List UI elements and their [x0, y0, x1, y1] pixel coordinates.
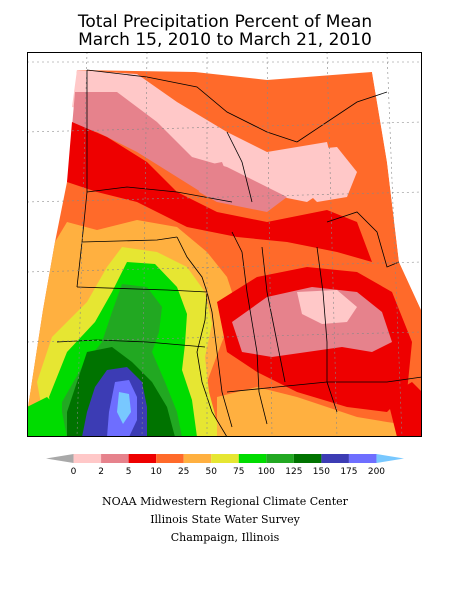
legend-swatch	[266, 454, 294, 463]
legend-swatch	[293, 454, 322, 463]
legend-tick-label: 75	[233, 467, 244, 477]
legend-swatch	[73, 454, 102, 463]
legend-swatch	[101, 454, 129, 463]
map-frame	[27, 52, 422, 437]
precip-region-north-pink	[72, 70, 337, 202]
boundary-lines	[56, 69, 422, 437]
legend-swatch	[46, 454, 74, 463]
legend-swatch	[348, 454, 377, 463]
precip-region-north-red	[67, 122, 372, 262]
legend-tick-label: 0	[71, 467, 77, 477]
legend-tick-label: 100	[258, 467, 275, 477]
legend-tick-label: 25	[178, 467, 189, 477]
legend-swatch	[183, 454, 212, 463]
precip-region-ne-pink	[287, 147, 357, 202]
legend-tick-label: 50	[206, 467, 218, 477]
legend-swatch	[321, 454, 349, 463]
precip-region-north-mauve	[72, 92, 287, 212]
credit-noaa: NOAA Midwestern Regional Climate Center	[102, 495, 348, 508]
legend-tick-label: 175	[340, 467, 357, 477]
map-title: Total Precipitation Percent of Mean	[77, 12, 373, 32]
legend-tick-label: 5	[126, 467, 132, 477]
credit-isws: Illinois State Water Survey	[150, 513, 300, 526]
map-date-range: March 15, 2010 to March 21, 2010	[78, 30, 372, 50]
precip-region-sw-green	[27, 397, 67, 437]
legend-swatch	[156, 454, 184, 463]
legend-swatch	[238, 454, 267, 463]
precip-region-se-red	[387, 382, 422, 437]
precip-region-cyan	[117, 392, 131, 424]
precip-region-se-orange	[217, 387, 422, 437]
precip-region-ne-mauve	[197, 162, 232, 202]
legend-tick-label: 2	[98, 467, 104, 477]
no-data-region	[372, 72, 422, 312]
precip-region-east-pink	[297, 290, 357, 324]
legend-tick-label: 200	[368, 467, 385, 477]
color-legend: 0 2 5 10 25 50 75 100 125 150 175 200	[46, 454, 404, 477]
precipitation-map	[27, 52, 422, 437]
legend-swatch	[128, 454, 157, 463]
legend-swatch	[211, 454, 239, 463]
legend-tick-label: 150	[313, 467, 330, 477]
legend-tick-label: 10	[150, 467, 162, 477]
legend-tick-label: 125	[285, 467, 302, 477]
credit-location: Champaign, Illinois	[170, 531, 280, 544]
lat-lon-grid	[27, 52, 422, 437]
legend-swatch	[376, 454, 404, 463]
